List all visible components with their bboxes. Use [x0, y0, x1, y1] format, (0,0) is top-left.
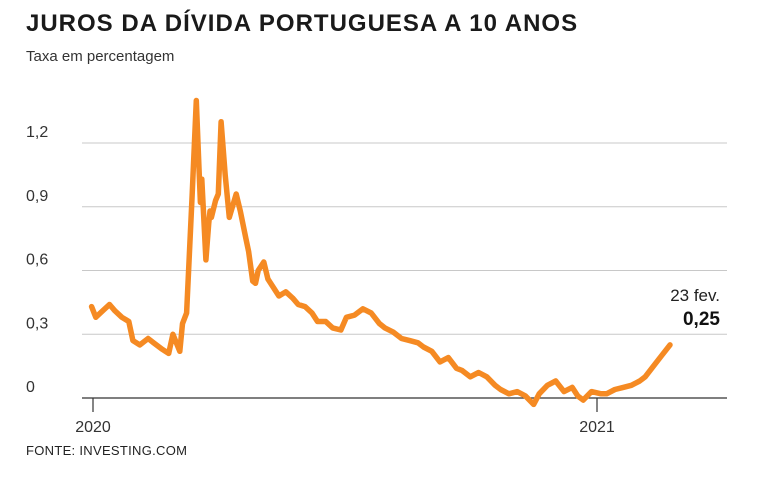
- series-layer: [88, 97, 673, 408]
- y-tick-label: 0,9: [26, 188, 48, 205]
- annotation-value-label: 0,25: [683, 309, 720, 330]
- y-tick-label: 0: [26, 379, 35, 396]
- x-tick-label: 2021: [579, 419, 615, 436]
- annotation: 23 fev. 0,25: [670, 286, 720, 330]
- y-tick-label: 0,6: [26, 252, 48, 269]
- y-tick-label: 1,2: [26, 124, 48, 141]
- y-axis-ticks: 0 0,3 0,6 0,9 1,2: [26, 124, 48, 396]
- y-tick-label: 0,3: [26, 315, 48, 332]
- source-note: FONTE: INVESTING.COM: [26, 443, 188, 458]
- x-tick-label: 2020: [75, 419, 111, 436]
- chart-subtitle: Taxa em percentagem: [26, 48, 175, 65]
- x-axis: 2020 2021: [75, 397, 727, 436]
- gridlines: [82, 142, 727, 335]
- annotation-date-label: 23 fev.: [670, 286, 720, 305]
- chart-title: JUROS DA DÍVIDA PORTUGUESA A 10 ANOS: [26, 10, 579, 37]
- series-line: [88, 97, 673, 408]
